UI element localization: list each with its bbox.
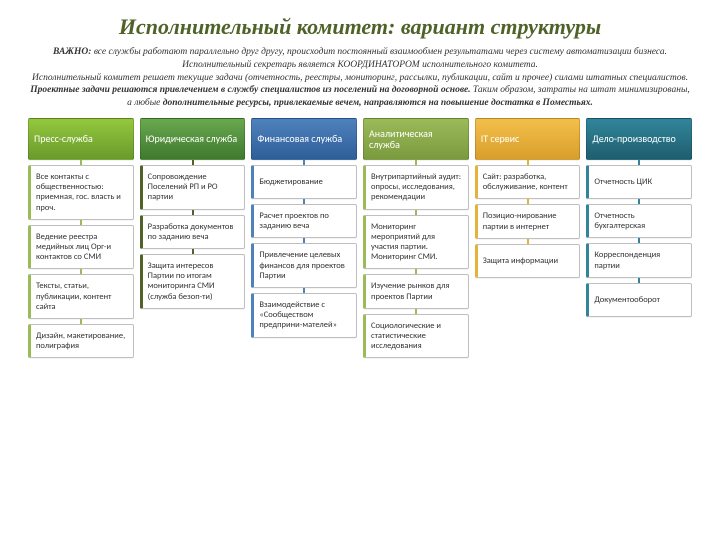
column-item: Мониторинг мероприятий для участия парти… <box>363 215 469 270</box>
column-item: Отчетность ЦИК <box>586 165 692 199</box>
column-item: Сопровождение Поселений РП и РО партии <box>140 165 246 210</box>
column-item: Изучение рынков для проектов Партии <box>363 274 469 308</box>
column: Финансовая служба Бюджетирование Расчет пр… <box>251 118 357 358</box>
column: Пресс-служба Все контакты с общественност… <box>28 118 134 358</box>
column-item: Документооборот <box>586 283 692 317</box>
intro-line-3: Исполнительный комитет решает текущие за… <box>28 72 692 110</box>
connector <box>192 210 194 215</box>
column-item: Ведение реестра медийных лиц Орг-и конта… <box>28 225 134 270</box>
intro-3a: Исполнительный комитет решает текущие за… <box>32 73 248 83</box>
intro-3c: ) силами штатных специалистов. <box>549 73 688 83</box>
page-title: Исполнительный комитет: вариант структур… <box>28 14 692 40</box>
columns-container: Пресс-служба Все контакты с общественност… <box>28 118 692 358</box>
slide: Исполнительный комитет: вариант структур… <box>0 0 720 540</box>
column-item: Защита интересов Партии по итогам монито… <box>140 254 246 309</box>
intro-3b: отчетность, реестры, мониторинг, рассылк… <box>248 73 549 83</box>
column-item: Корреспонденция партии <box>586 243 692 277</box>
connector <box>415 210 417 215</box>
column-item: Бюджетирование <box>251 165 357 199</box>
column-header: Дело-производство <box>586 118 692 160</box>
column: IT сервис Сайт: разработка, обслуживание,… <box>475 118 581 358</box>
column-item: Расчет проектов по заданию веча <box>251 204 357 238</box>
column-header: IT сервис <box>475 118 581 160</box>
column-item: Позицио-нирование партии в интернет <box>475 204 581 238</box>
intro-block: ВАЖНО: все службы работают параллельно д… <box>28 46 692 110</box>
intro-prefix: ВАЖНО: <box>53 47 94 57</box>
column-item: Защита информации <box>475 244 581 278</box>
column-item: Сайт: разработка, обслуживание, контент <box>475 165 581 199</box>
intro-3-bold2: дополнительные ресурсы, привлекаемые веч… <box>163 98 593 108</box>
intro-3-bold1: Проектные задачи решаются привлечением в… <box>30 85 470 95</box>
column-item: Дизайн, макетирование, полиграфия <box>28 324 134 358</box>
column: Аналитическая служба Внутрипартийный ауди… <box>363 118 469 358</box>
intro-line-1: ВАЖНО: все службы работают параллельно д… <box>28 46 692 59</box>
column-item: Отчетность бухгалтерская <box>586 204 692 238</box>
column: Юридическая служба Сопровождение Поселени… <box>140 118 246 358</box>
column-header: Пресс-служба <box>28 118 134 160</box>
column-item: Привлечение целевых финансов для проекто… <box>251 243 357 288</box>
column-item: Все контакты с общественностью: приемная… <box>28 165 134 220</box>
column: Дело-производство Отчетность ЦИК Отчетност… <box>586 118 692 358</box>
column-item: Внутрипартийный аудит: опросы, исследова… <box>363 165 469 210</box>
column-item: Разработка документов по заданию веча <box>140 215 246 249</box>
column-item: Социологические и статистические исследо… <box>363 314 469 359</box>
intro-rest-1: все службы работают параллельно друг дру… <box>94 47 667 57</box>
column-item: Тексты, статьи, публикации, контент сайт… <box>28 274 134 319</box>
column-header: Аналитическая служба <box>363 118 469 160</box>
column-header: Финансовая служба <box>251 118 357 160</box>
intro-line-2: Исполнительный секретарь является КООРДИ… <box>28 59 692 72</box>
column-item: Взаимодействие с «Сообществом предприни-… <box>251 293 357 338</box>
column-header: Юридическая служба <box>140 118 246 160</box>
